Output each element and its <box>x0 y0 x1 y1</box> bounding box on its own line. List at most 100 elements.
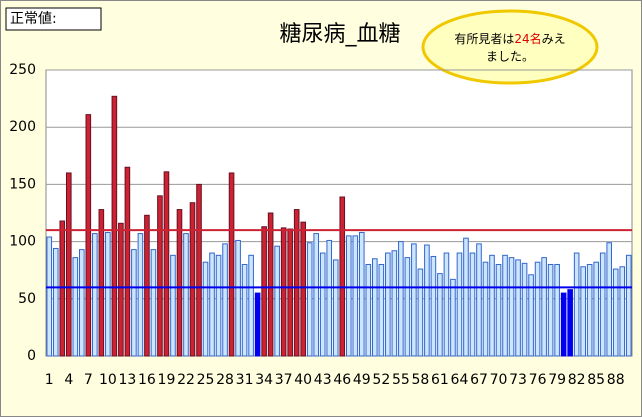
bar <box>404 257 411 357</box>
bar <box>508 257 515 357</box>
bar <box>241 263 248 357</box>
x-tick-label: 82 <box>568 372 586 388</box>
plot-area <box>45 69 633 357</box>
bar <box>612 268 619 357</box>
bar <box>293 209 300 357</box>
x-tick-label: 28 <box>216 372 234 388</box>
chart-title: 糖尿病_血糖 <box>279 22 400 47</box>
bar <box>554 263 560 357</box>
x-tick-label: 25 <box>197 372 215 388</box>
bar <box>319 252 326 357</box>
y-tick-label: 250 <box>9 62 36 78</box>
bar <box>372 258 378 357</box>
bar <box>124 166 131 357</box>
bar <box>365 263 372 357</box>
x-tick-label: 61 <box>431 372 449 388</box>
bar <box>378 263 385 357</box>
x-tick-label: 64 <box>451 372 469 388</box>
x-tick-label: 85 <box>587 372 605 388</box>
bar <box>46 236 53 357</box>
x-tick-label: 22 <box>177 372 195 388</box>
x-tick-label: 10 <box>99 372 117 388</box>
bar <box>345 235 352 357</box>
x-tick-label: 37 <box>275 372 293 388</box>
bar <box>261 226 267 357</box>
bar <box>599 252 606 357</box>
x-tick-label: 67 <box>470 372 488 388</box>
x-tick-label: 19 <box>158 372 176 388</box>
bar <box>541 257 547 357</box>
bar <box>469 252 476 357</box>
y-tick-label: 0 <box>27 348 36 364</box>
bar <box>352 235 359 357</box>
bar <box>222 243 228 357</box>
bar <box>105 231 111 357</box>
bar <box>131 249 137 357</box>
bar <box>306 242 313 357</box>
bar <box>65 172 72 357</box>
bar <box>593 261 599 357</box>
bar <box>150 249 157 357</box>
bar <box>176 209 183 357</box>
bar <box>424 244 430 357</box>
x-tick-label: 4 <box>64 372 73 388</box>
x-tick-label: 49 <box>353 372 371 388</box>
bar <box>567 289 573 357</box>
bar <box>476 243 482 357</box>
bar <box>332 259 339 357</box>
bar <box>456 252 463 357</box>
bar <box>443 252 450 357</box>
x-tick-label: 58 <box>411 372 429 388</box>
label: 正常値: <box>10 11 57 27</box>
bar <box>85 114 92 357</box>
x-tick-label: 73 <box>509 372 527 388</box>
bar <box>235 239 241 357</box>
bar <box>528 274 534 357</box>
bar <box>157 195 163 357</box>
annotation: 有所見者は24名みえ <box>454 31 565 46</box>
bar <box>287 228 293 357</box>
bar <box>586 263 593 357</box>
bar <box>183 233 189 357</box>
x-tick-label: 46 <box>333 372 351 388</box>
annotation-text: 有所見者は <box>454 32 514 46</box>
bar <box>437 273 443 357</box>
bar <box>228 172 235 357</box>
bar <box>391 250 398 357</box>
bar <box>573 252 580 357</box>
bar <box>515 259 521 357</box>
annotation-highlight: 24名 <box>514 31 541 46</box>
bar <box>560 292 567 357</box>
bar <box>326 239 333 357</box>
bar <box>189 202 196 357</box>
y-tick-label: 100 <box>9 234 36 250</box>
bar <box>118 222 124 357</box>
bar <box>248 254 254 357</box>
bar <box>209 252 215 357</box>
x-tick-label: 52 <box>372 372 390 388</box>
bar <box>98 209 105 357</box>
bar <box>254 292 261 357</box>
bar <box>411 243 417 357</box>
bar <box>274 245 280 357</box>
bar <box>52 247 59 357</box>
bar <box>202 261 209 357</box>
bar <box>430 255 437 357</box>
bar <box>385 252 391 357</box>
x-tick-label: 7 <box>84 372 93 388</box>
bar <box>521 262 528 357</box>
bar <box>398 241 404 357</box>
y-tick-label: 150 <box>9 176 36 192</box>
bar <box>163 171 170 357</box>
x-tick-label: 13 <box>118 372 136 388</box>
bar <box>502 254 508 357</box>
annotation-text: みえ <box>542 32 566 46</box>
y-tick-label: 200 <box>9 119 36 135</box>
bar <box>495 263 502 357</box>
y-tick-label: 50 <box>18 291 36 307</box>
x-tick-label: 43 <box>314 372 332 388</box>
x-tick-label: 31 <box>236 372 254 388</box>
bar <box>580 266 586 357</box>
x-tick-label: 40 <box>294 372 312 388</box>
